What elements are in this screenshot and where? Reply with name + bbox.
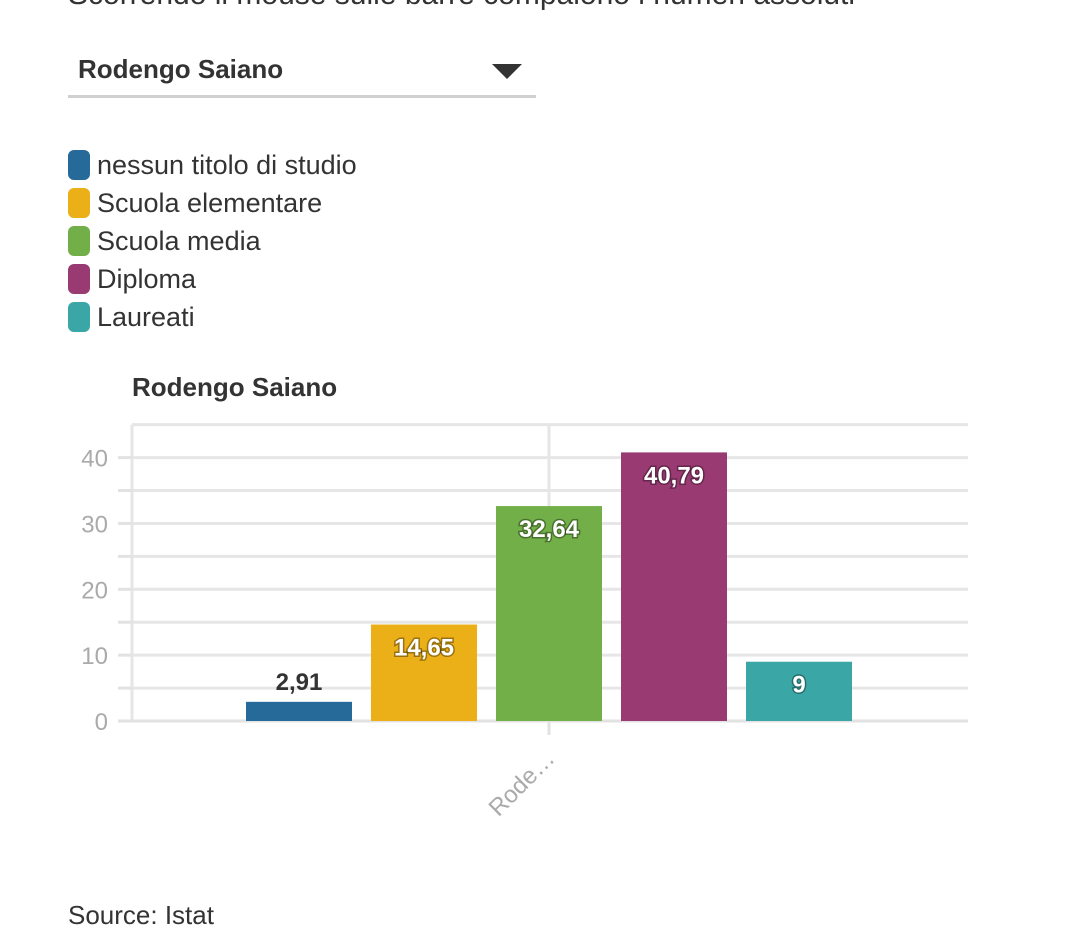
y-tick-label: 40 (81, 446, 108, 473)
chevron-down-icon[interactable] (492, 64, 522, 79)
bar-4 (621, 452, 727, 721)
intro-text: Scorrendo il mouse sulle barre compaiono… (68, 0, 855, 12)
data-label: 2,91 (276, 669, 323, 696)
y-tick-label: 0 (95, 709, 108, 736)
y-tick-label: 30 (81, 511, 108, 538)
legend-swatch (68, 188, 90, 218)
bar-5 (746, 661, 852, 721)
dropdown-selected-value: Rodengo Saiano (78, 54, 284, 84)
legend-label: Laureati (97, 301, 195, 332)
legend-label: Scuola media (97, 225, 261, 256)
legend: nessun titolo di studio Scuola elementar… (68, 146, 357, 336)
legend-label: Scuola elementare (97, 187, 323, 218)
legend-swatch (68, 264, 90, 294)
legend-item-nessun-titolo[interactable]: nessun titolo di studio (68, 146, 357, 184)
data-label: 9 (792, 672, 805, 699)
source-note: Source: Istat (68, 900, 214, 930)
bar-2 (371, 624, 477, 721)
data-label: 40,79 (644, 462, 704, 489)
y-tick-label: 20 (81, 577, 108, 604)
legend-item-laureati[interactable]: Laureati (68, 298, 357, 336)
legend-item-scuola-elementare[interactable]: Scuola elementare (68, 184, 357, 222)
data-label: 14,65 (394, 635, 454, 662)
municipality-dropdown[interactable]: Rodengo Saiano (68, 40, 536, 98)
data-label: 32,64 (519, 516, 580, 543)
bar-3 (496, 506, 602, 721)
legend-label: nessun titolo di studio (97, 149, 357, 180)
bar-1 (246, 701, 352, 721)
legend-label: Diploma (97, 263, 197, 294)
legend-item-diploma[interactable]: Diploma (68, 260, 357, 298)
legend-swatch (68, 302, 90, 332)
x-tick-label: Rode… (484, 745, 561, 822)
legend-swatch (68, 150, 90, 180)
legend-item-scuola-media[interactable]: Scuola media (68, 222, 357, 260)
chart-title: Rodengo Saiano (132, 372, 338, 402)
y-tick-label: 10 (81, 643, 108, 670)
legend-swatch (68, 226, 90, 256)
